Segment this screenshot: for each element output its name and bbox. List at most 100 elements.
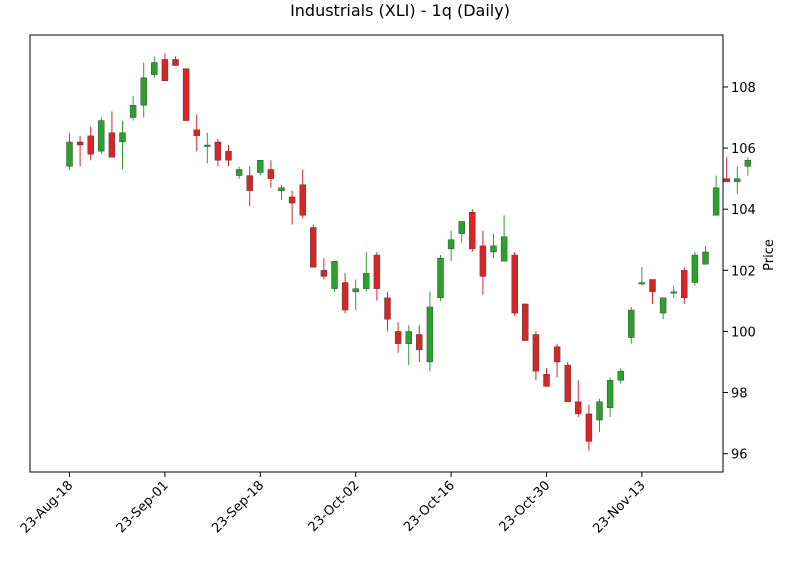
y-tick-label: 102 xyxy=(731,264,756,279)
candle xyxy=(193,114,200,152)
candle-body xyxy=(405,331,412,344)
candle xyxy=(744,157,752,176)
candle xyxy=(416,325,423,362)
candle-body xyxy=(681,270,688,299)
candle-body xyxy=(447,239,455,250)
candle-body xyxy=(532,334,540,372)
candle xyxy=(712,175,720,216)
candle xyxy=(702,245,709,265)
candle xyxy=(405,325,412,366)
candle-body xyxy=(744,160,752,167)
candle xyxy=(500,215,508,262)
y-axis-label: Price xyxy=(762,239,777,271)
candle-body xyxy=(691,254,699,283)
candle xyxy=(437,255,444,301)
candle xyxy=(681,267,688,304)
x-tick-label: 23-Aug-18 xyxy=(18,478,76,536)
candle-body xyxy=(702,251,709,265)
candle xyxy=(320,258,328,280)
candle xyxy=(182,68,190,121)
candle xyxy=(299,169,306,219)
candle xyxy=(129,96,137,121)
candle-body xyxy=(87,135,94,155)
candle xyxy=(628,306,635,344)
candle-body xyxy=(437,257,444,299)
y-tick-label: 104 xyxy=(731,203,756,218)
candle xyxy=(108,111,116,158)
candle-body xyxy=(553,346,561,363)
candle-body xyxy=(172,59,179,66)
candle-body xyxy=(723,178,730,182)
candle xyxy=(246,166,253,207)
chart-title: Industrials (XLI) - 1q (Daily) xyxy=(290,1,510,20)
candle-body xyxy=(299,184,306,216)
candle xyxy=(447,230,455,262)
candle xyxy=(723,157,730,182)
candle xyxy=(606,377,614,417)
candle-body xyxy=(416,334,423,350)
candle-body xyxy=(235,169,243,176)
candle xyxy=(267,160,275,188)
candle xyxy=(596,398,603,433)
candle-body xyxy=(257,160,264,173)
candle xyxy=(585,404,593,451)
candle-body xyxy=(617,370,624,381)
candle xyxy=(649,279,656,304)
candle xyxy=(140,62,147,118)
y-tick-label: 108 xyxy=(731,81,756,96)
candle-body xyxy=(543,374,550,387)
y-tick-label: 106 xyxy=(731,142,756,157)
candle xyxy=(394,322,402,353)
candle-body xyxy=(151,62,158,75)
x-tick-label: 23-Sep-18 xyxy=(209,478,267,536)
x-tick-label: 23-Oct-02 xyxy=(306,478,363,535)
candle-body xyxy=(108,132,116,158)
candle-body xyxy=(585,413,593,442)
candle-body xyxy=(500,236,508,262)
candle xyxy=(341,273,349,314)
candle xyxy=(214,138,222,167)
candle-body xyxy=(628,309,635,338)
y-tick-label: 98 xyxy=(731,387,748,402)
candle-body xyxy=(98,120,105,152)
candle xyxy=(363,251,370,292)
candle xyxy=(98,117,105,155)
candle xyxy=(225,145,232,167)
candle-body xyxy=(119,132,126,143)
candle xyxy=(235,166,243,179)
candle xyxy=(172,56,179,66)
candle-body xyxy=(363,273,370,289)
candle-body xyxy=(214,141,222,161)
x-tick-label: 23-Sep-01 xyxy=(114,478,172,536)
candle xyxy=(66,132,73,170)
x-tick-label: 23-Nov-13 xyxy=(590,478,648,536)
y-tick-label: 100 xyxy=(731,325,756,340)
candle xyxy=(426,291,434,372)
candle xyxy=(479,230,487,295)
plot-frame xyxy=(29,34,724,473)
candle xyxy=(458,221,465,243)
candle-body xyxy=(278,187,285,192)
candle xyxy=(469,209,476,252)
candle-body xyxy=(267,169,275,179)
candles-layer xyxy=(66,53,752,451)
candle xyxy=(553,343,561,378)
candle xyxy=(310,224,317,268)
candle xyxy=(331,260,338,292)
candle-body xyxy=(659,297,667,314)
candle-body xyxy=(426,306,434,363)
candle xyxy=(522,303,529,341)
candle-body xyxy=(320,270,328,277)
candle xyxy=(691,251,699,286)
candle xyxy=(288,190,296,225)
candle-body xyxy=(140,77,147,106)
candle xyxy=(543,368,550,387)
candle-body xyxy=(469,212,476,250)
candle-body xyxy=(182,68,190,121)
candle xyxy=(257,160,264,176)
candle-body xyxy=(394,331,402,344)
candle-body xyxy=(649,279,656,292)
candle xyxy=(532,331,540,381)
candle-body xyxy=(225,150,232,161)
